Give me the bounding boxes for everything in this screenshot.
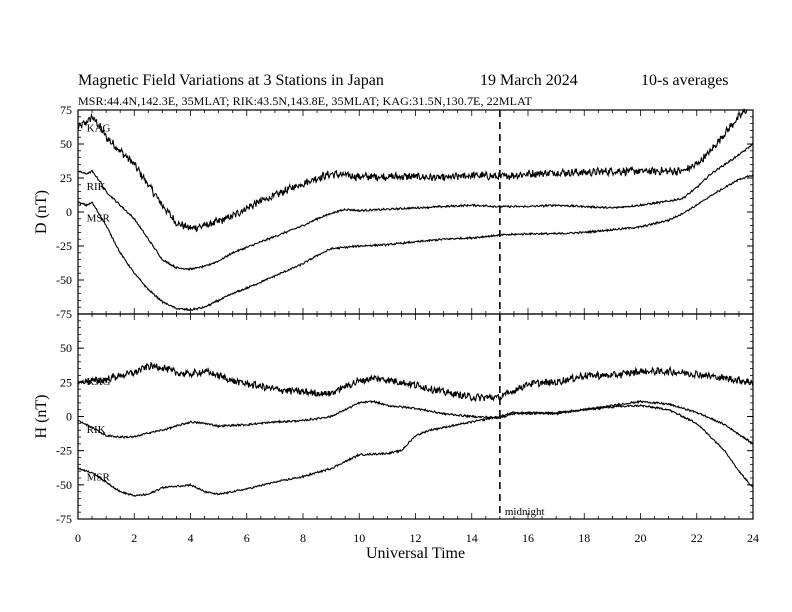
series-kag-line	[77, 108, 753, 233]
title-date: 19 March 2024	[480, 72, 578, 89]
x-tick-label: 14	[466, 531, 478, 545]
x-tick-label: 18	[578, 531, 590, 545]
station-label-msr: MSR	[87, 212, 111, 224]
x-tick-label: 16	[522, 531, 534, 545]
x-tick-label: 0	[75, 531, 81, 545]
x-tick-label: 22	[691, 531, 703, 545]
y-tick-label: 25	[60, 375, 72, 389]
y-tick-label: 0	[66, 410, 72, 424]
y-tick-label: -25	[56, 444, 72, 458]
plot-frame	[77, 313, 754, 520]
y-axis-label: H (nT)	[33, 395, 50, 439]
y-tick-label: 75	[60, 103, 72, 117]
plot-frame	[77, 109, 754, 315]
title-averaging: 10-s averages	[641, 72, 729, 89]
series-rik-line	[77, 142, 754, 271]
y-tick-label: 50	[60, 341, 72, 355]
y-tick-label: -25	[56, 239, 72, 253]
station-label-rik: RIK	[87, 181, 106, 193]
midnight-label: midnight	[505, 506, 545, 518]
x-tick-label: 4	[188, 531, 194, 545]
x-tick-label: 8	[300, 531, 306, 545]
y-tick-label: 0	[66, 205, 72, 219]
y-tick-label: -75	[56, 512, 72, 526]
y-axis-label: D (nT)	[33, 190, 50, 234]
series-rik-line	[77, 399, 754, 445]
x-tick-label: 12	[410, 531, 422, 545]
y-tick-label: -50	[56, 478, 72, 492]
station-label-msr: MSR	[87, 472, 111, 484]
series-msr-line	[77, 404, 754, 497]
chart-subtitle: MSR:44.4N,142.3E, 35MLAT; RIK:43.5N,143.…	[78, 94, 532, 108]
y-tick-label: -75	[56, 307, 72, 321]
y-tick-label: 50	[60, 137, 72, 151]
station-label-kag: KAG	[87, 123, 111, 135]
panel-d: -75 -50 -25 0 25 50 75 D (nT) KAG RIK MSR	[33, 103, 754, 321]
x-tick-label: 20	[635, 531, 647, 545]
x-tick-label: 10	[353, 531, 365, 545]
y-tick-label: -50	[56, 273, 72, 287]
title-main: Magnetic Field Variations at 3 Stations …	[78, 72, 384, 89]
series-kag-line	[77, 361, 754, 403]
station-label-kag: KAG	[87, 376, 111, 388]
x-tick-label: 2	[131, 531, 137, 545]
y-tick-label: 25	[60, 171, 72, 185]
station-label-rik: RIK	[87, 424, 106, 436]
x-tick-label: 6	[244, 531, 250, 545]
x-axis-label: Universal Time	[366, 545, 465, 562]
panel-h: -75 -50 -25 0 25 50 H (nT) KAG RIK MSR	[33, 313, 754, 526]
x-tick-label: 24	[747, 531, 759, 545]
series-msr-line	[77, 174, 754, 312]
